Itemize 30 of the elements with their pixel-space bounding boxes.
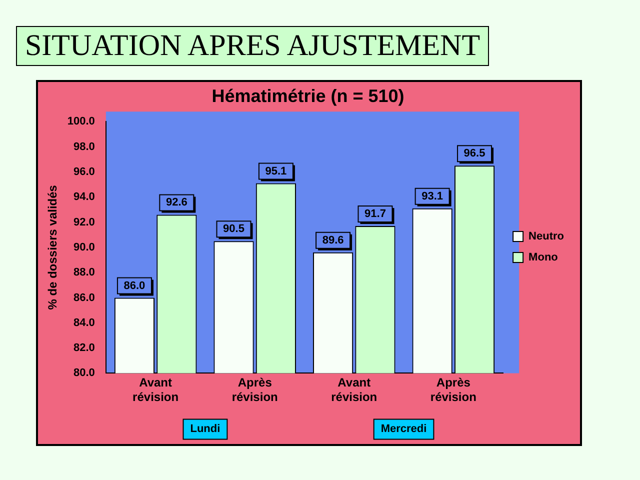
data-label: 86.0: [124, 280, 146, 292]
y-tick-label: 94.0: [74, 191, 95, 204]
y-tick-label: 84.0: [74, 316, 95, 329]
y-tick-label: 80.0: [74, 367, 95, 380]
y-tick-label: 92.0: [74, 216, 95, 228]
data-label: 90.5: [223, 223, 244, 236]
chart-title: SITUATION APRES AJUSTEMENT: [16, 26, 490, 66]
x-tick-label: Après révision: [430, 376, 476, 404]
chart-subtitle: Hématimétrie (n = 510): [212, 86, 404, 106]
text: Mercredi: [380, 423, 427, 436]
y-tick-label: 98.0: [74, 140, 95, 153]
text: Lundi: [190, 423, 220, 436]
data-label: 93.1: [422, 190, 444, 202]
y-tick-label: 90.0: [74, 241, 95, 254]
x-tick-label: Avant révision: [331, 376, 378, 404]
y-tick-label: 86.0: [74, 292, 95, 304]
data-label: 95.1: [265, 165, 287, 178]
y-tick-label: 88.0: [74, 266, 95, 279]
y-tick-label: 96.0: [74, 166, 95, 178]
y-axis-title: % de dossiers validés: [46, 184, 60, 310]
data-label: 92.6: [166, 196, 188, 209]
legend-label: Mono: [528, 252, 558, 264]
data-label: 89.6: [322, 234, 344, 246]
data-label: 91.7: [364, 208, 386, 220]
x-tick-label: Après révision: [232, 376, 278, 404]
x-tick-label: Avant révision: [132, 376, 179, 404]
data-label: 96.5: [464, 148, 486, 160]
legend-label: Neutro: [528, 230, 564, 243]
y-tick-label: 82.0: [74, 342, 95, 354]
y-tick-label: 100.0: [67, 116, 95, 128]
